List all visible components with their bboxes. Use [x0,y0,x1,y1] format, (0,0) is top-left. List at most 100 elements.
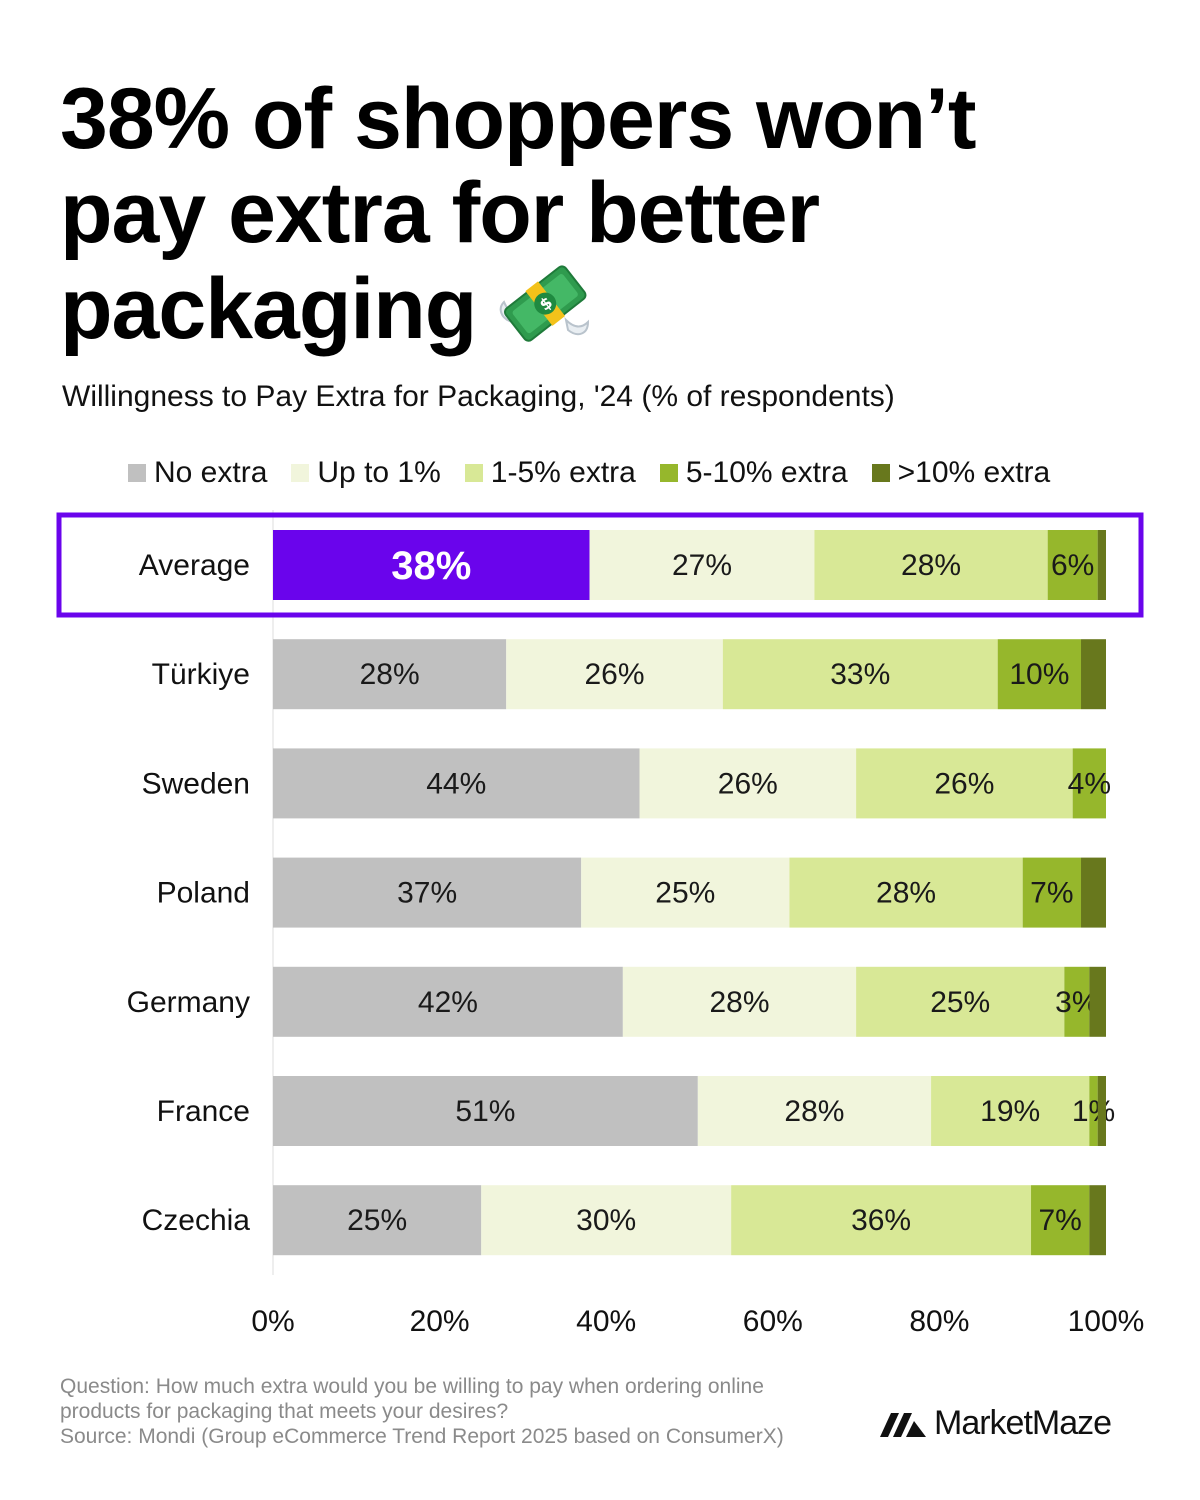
legend-item-up-to-1pct: Up to 1% [291,456,441,490]
chart-title: 38% of shoppers won’t pay extra for bett… [60,72,1140,368]
bar-segment-gt10pct-extra [1089,1185,1106,1256]
data-label: 1% [1072,1095,1115,1128]
data-label: 25% [347,1204,407,1237]
legend-swatch [871,464,890,482]
money-with-wings-icon: $ [498,260,590,368]
data-label: 42% [418,986,478,1019]
data-label: 33% [830,658,890,691]
footnote-question-cont: products for packaging that meets your d… [60,1400,509,1423]
legend-item-1-5pct-extra: 1-5% extra [464,456,636,490]
title-line-1: 38% of shoppers won’t [60,71,977,167]
bar-segment-no-extra [273,1076,698,1146]
data-label: 38% [391,544,471,588]
bar-segment-no-extra [273,530,590,600]
category-label: Sweden [142,767,250,800]
bar-segment-5-10pct-extra [1047,530,1098,600]
bar-segment-up-to-1pct [506,639,723,710]
data-label: 36% [851,1204,911,1237]
category-label: Czechia [142,1204,251,1237]
bar-segment-gt10pct-extra [1081,639,1106,710]
legend-swatch [128,464,146,482]
bar-segment-no-extra [273,639,507,710]
bar-segment-1-5pct-extra [856,748,1073,819]
bar-segment-5-10pct-extra [1072,748,1106,819]
data-label: 4% [1068,767,1111,800]
category-label: Türkiye [152,658,250,691]
data-label: 25% [930,986,990,1019]
legend-swatch [291,464,310,482]
bar-segment-up-to-1pct [589,530,815,600]
bar-segment-5-10pct-extra [997,639,1082,710]
data-label: 6% [1051,549,1094,582]
data-label: 51% [455,1095,515,1128]
data-label: 30% [576,1204,636,1237]
category-label: Germany [127,986,250,1019]
data-label: 28% [901,549,961,582]
data-label: 7% [1030,877,1073,910]
bar-segment-1-5pct-extra [856,966,1065,1037]
title-line-2: pay extra for better [60,165,820,261]
legend-item-5-10pct-extra: 5-10% extra [659,456,848,490]
data-label: 7% [1039,1204,1082,1237]
bar-segment-no-extra [273,748,640,819]
footnote-source: Source: Mondi (Group eCommerce Trend Rep… [60,1425,784,1448]
data-label: 28% [360,658,420,691]
bar-segment-5-10pct-extra [1022,857,1082,928]
data-label: 28% [784,1095,844,1128]
legend-item-no-extra: No extra [128,456,267,490]
bar-segment-no-extra [273,1185,482,1256]
bar-segment-up-to-1pct [581,857,790,928]
x-tick-label: 40% [576,1305,636,1338]
x-tick-label: 60% [743,1305,803,1338]
title-line-3: packaging [60,261,477,357]
bar-segment-1-5pct-extra [731,1185,1032,1256]
legend-label: 5-10% extra [685,456,848,489]
bar-segment-up-to-1pct [622,966,857,1037]
legend-label: 1-5% extra [490,456,636,489]
chart-subtitle: Willingness to Pay Extra for Packaging, … [62,380,895,413]
bar-segment-up-to-1pct [481,1185,732,1256]
chart-legend: No extra Up to 1% 1-5% extra 5-10% extra >10… [128,456,1050,490]
data-label: 28% [876,877,936,910]
highlight-box [56,512,1144,618]
bar-segment-1-5pct-extra [722,639,998,710]
bar-segment-1-5pct-extra [789,857,1023,928]
bar-segment-5-10pct-extra [1031,1185,1090,1256]
data-label: 10% [1009,658,1069,691]
data-label: 27% [672,549,732,582]
legend-swatch [659,464,678,482]
data-label: 28% [709,986,769,1019]
category-label: Average [139,549,250,582]
brand: MarketMaze [880,1404,1112,1443]
data-label: 26% [585,658,645,691]
data-label: 26% [718,767,778,800]
bar-segment-5-10pct-extra [1089,1076,1098,1146]
category-label: France [157,1095,250,1128]
legend-swatch [464,464,483,482]
legend-label: >10% extra [897,456,1051,489]
legend-item-gt10pct-extra: >10% extra [871,456,1051,490]
data-label: 19% [980,1095,1040,1128]
data-label: 44% [426,767,486,800]
x-tick-label: 20% [410,1305,470,1338]
marketmaze-logo-icon [880,1412,926,1437]
data-label: 25% [655,877,715,910]
bar-segment-5-10pct-extra [1064,966,1090,1037]
data-label: 26% [934,767,994,800]
legend-label: Up to 1% [317,456,441,489]
bar-segment-no-extra [273,966,623,1037]
footnote: Question: How much extra would you be wi… [60,1374,860,1449]
legend-label: No extra [154,456,268,489]
x-tick-label: 100% [1068,1305,1145,1338]
bar-segment-gt10pct-extra [1097,1076,1106,1146]
stacked-bar-chart: Average 38% 27% 28% 6% Türkiye 28% 26% 33% 10% Swe… [56,510,1145,1338]
bar-segment-up-to-1pct [639,748,857,819]
data-label: 37% [397,877,457,910]
bar-segment-up-to-1pct [697,1076,932,1146]
bar-segment-gt10pct-extra [1081,857,1106,928]
x-tick-label: 80% [909,1305,969,1338]
bar-segment-gt10pct-extra [1089,966,1106,1037]
bar-segment-1-5pct-extra [931,1076,1090,1146]
category-label: Poland [157,877,250,910]
bar-segment-1-5pct-extra [814,530,1048,600]
